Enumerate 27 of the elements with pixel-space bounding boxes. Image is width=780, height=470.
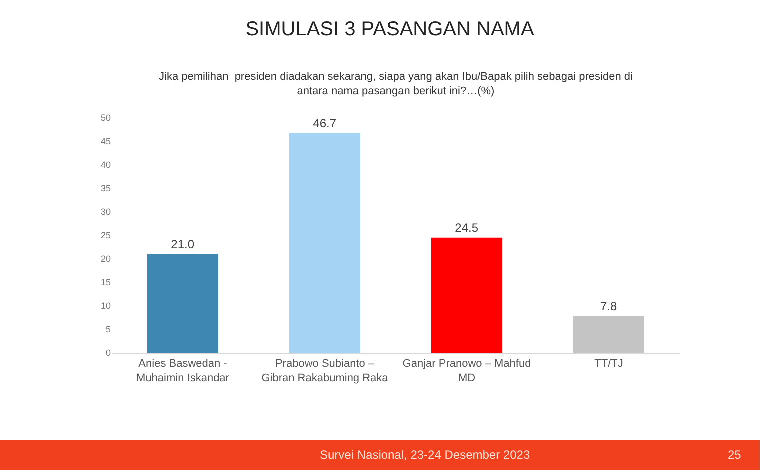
bar (574, 316, 644, 353)
text: Survei Nasional, 23-24 Desember 2023 (320, 448, 530, 462)
x-tick-label: Ganjar Pranowo – Mahfud MD (402, 358, 532, 384)
y-tick-label: 10 (100, 301, 111, 312)
bar (148, 254, 218, 353)
y-tick-label: 0 (106, 348, 111, 358)
bar (290, 134, 360, 353)
y-tick-label: 35 (100, 184, 111, 194)
x-tick-label: TT/TJ (594, 358, 624, 370)
y-tick-label: 30 (100, 207, 111, 218)
y-tick-label: 20 (100, 254, 111, 264)
y-tick-label: 25 (100, 230, 111, 241)
x-tick-label: Prabowo Subianto – Gibran Rakabuming Raka (262, 358, 390, 384)
text: 25 (728, 448, 742, 462)
y-tick-label: 40 (100, 160, 111, 170)
data-label: 46.7 (313, 116, 337, 131)
data-label: 24.5 (455, 220, 479, 235)
bar (432, 238, 502, 353)
x-tick-label: Anies Baswedan - Muhaimin Iskandar (136, 358, 230, 384)
y-tick-label: 15 (100, 278, 111, 288)
data-label: 21.0 (171, 237, 195, 252)
data-label: 7.8 (600, 299, 618, 314)
y-tick-label: 45 (100, 136, 111, 147)
chart-subtitle: Jika pemilihan presiden diadakan sekarang, siapa yang akan Ibu/Bapak pilih sebagai presiden di antara nama pasangan berikut ini?…(%) (159, 71, 633, 98)
y-tick-label: 5 (106, 324, 111, 335)
chart-title: SIMULASI 3 PASANGAN NAMA (246, 18, 535, 41)
y-tick-label: 50 (100, 113, 111, 124)
